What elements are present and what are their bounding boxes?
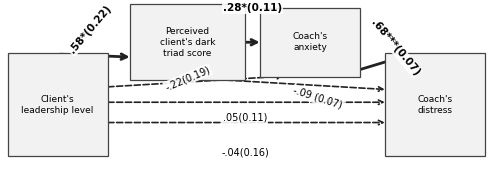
- Text: .05(0.11): .05(0.11): [223, 112, 267, 123]
- FancyArrowPatch shape: [108, 120, 383, 125]
- FancyArrowPatch shape: [218, 80, 383, 91]
- Text: -.04(0.16): -.04(0.16): [221, 147, 269, 157]
- FancyArrowPatch shape: [246, 40, 256, 45]
- Text: .28*(0.11): .28*(0.11): [223, 3, 282, 13]
- FancyArrowPatch shape: [108, 100, 383, 104]
- Text: -.22(0.19): -.22(0.19): [164, 65, 212, 93]
- FancyArrowPatch shape: [108, 74, 282, 87]
- FancyBboxPatch shape: [130, 4, 245, 80]
- FancyArrowPatch shape: [341, 55, 406, 75]
- Text: .68***(0.07): .68***(0.07): [368, 17, 422, 77]
- FancyArrowPatch shape: [60, 54, 126, 59]
- FancyBboxPatch shape: [260, 8, 360, 77]
- Text: -.09 (0.07): -.09 (0.07): [292, 85, 344, 111]
- Text: Coach's
anxiety: Coach's anxiety: [292, 32, 328, 52]
- Text: .58*(0.22): .58*(0.22): [67, 4, 113, 55]
- Text: Coach's
distress: Coach's distress: [418, 95, 452, 115]
- FancyBboxPatch shape: [385, 53, 485, 156]
- Text: Client's
leadership level: Client's leadership level: [22, 95, 94, 115]
- Text: Perceived
client's dark
triad score: Perceived client's dark triad score: [160, 27, 215, 58]
- FancyBboxPatch shape: [8, 53, 108, 156]
